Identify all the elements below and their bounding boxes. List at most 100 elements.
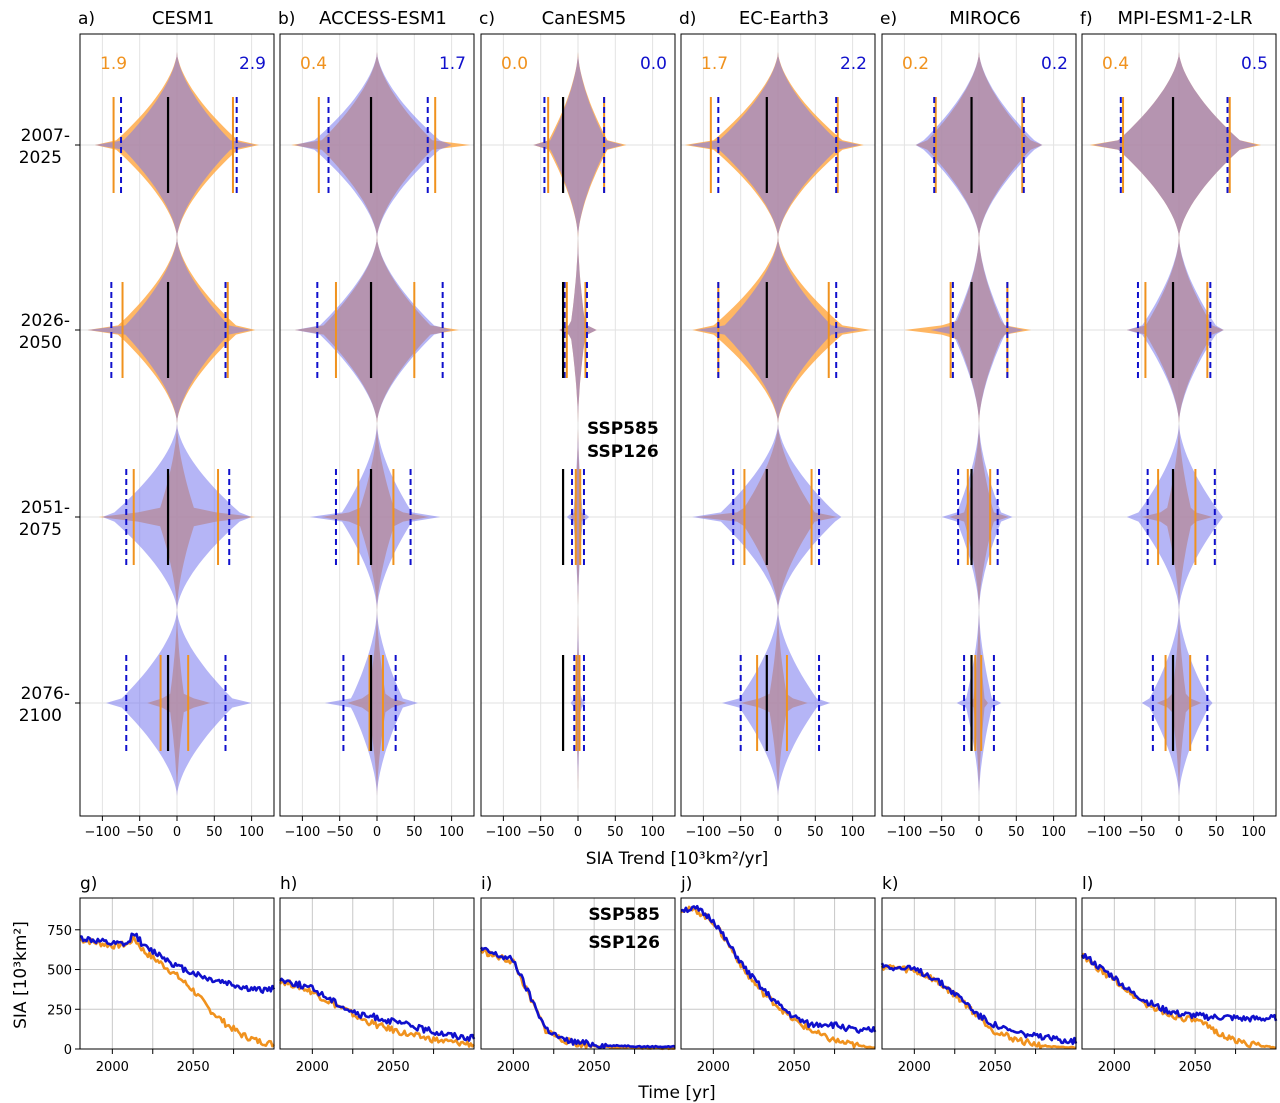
violin-panel-1: −100 −50 0 50 100 b) ACCESS-ESM1 0.4 1.7 <box>278 8 475 840</box>
period-label: 2007- <box>21 126 70 146</box>
legend-ssp585: SSP585 <box>587 419 659 439</box>
ssp585-value: 0.4 <box>1102 54 1129 74</box>
x-tick-label: 0 <box>574 825 582 840</box>
violin-ssp126 <box>941 424 1013 610</box>
line-ssp585 <box>1080 952 1277 1050</box>
x-tick-label: 100 <box>640 825 665 840</box>
panel-label: l) <box>1082 874 1093 894</box>
ssp126-value: 1.7 <box>439 54 466 74</box>
x-tick-label: 2000 <box>898 1060 931 1075</box>
x-tick-label: −50 <box>126 825 153 840</box>
x-tick-label: −100 <box>85 825 121 840</box>
legend-bottom-ssp126: SSP126 <box>588 933 660 953</box>
panel-title: CanESM5 <box>542 8 627 29</box>
x-tick-label: −50 <box>1128 825 1155 840</box>
legend-ssp126: SSP126 <box>587 442 659 462</box>
line-ssp126 <box>278 977 476 1042</box>
x-tick-label: 50 <box>1008 825 1025 840</box>
timeseries-panels: 2000 2050 0 250 500 750 g) 2000 2050 h) 2000 2050 i)… <box>47 874 1278 1075</box>
violin-ssp126 <box>956 610 1002 796</box>
timeseries-panel-2: 2000 2050 i) <box>479 874 676 1075</box>
x-tick-label: 2000 <box>96 1060 129 1075</box>
violin-ssp126 <box>533 52 623 238</box>
ssp126-value: 0.5 <box>1241 54 1268 74</box>
ssp126-value: 2.9 <box>239 54 266 74</box>
x-tick-label: 2050 <box>177 1060 210 1075</box>
y-tick-label: 500 <box>47 964 72 979</box>
violin-panel-5: −100 −50 0 50 100 f) MPI-ESM1-2-LR 0.4 0.5 <box>1080 8 1277 840</box>
violin-ssp126 <box>688 52 861 238</box>
violin-ssp126 <box>915 52 1043 238</box>
period-label: 2026- <box>21 311 70 331</box>
panel-label: a) <box>78 9 95 29</box>
panel-label: e) <box>880 9 897 29</box>
ssp585-value: 1.9 <box>100 54 127 74</box>
panel-frame <box>1081 897 1277 1050</box>
panel-label: i) <box>481 874 492 894</box>
legend-top: SSP585 SSP126 <box>587 419 659 462</box>
timeseries-panel-0: 2000 2050 0 250 500 750 g) <box>47 874 276 1075</box>
violin-panel-0: −100 −50 0 50 100 a) CESM1 1.9 2.9 <box>75 8 275 840</box>
violin-panels: −100 −50 0 50 100 a) CESM1 1.9 2.9 −100 −50 0 50 100 b… <box>19 8 1277 840</box>
x-tick-label: 2050 <box>778 1060 811 1075</box>
x-tick-label: 100 <box>1241 825 1266 840</box>
violin-panel-4: −100 −50 0 50 100 e) MIROC6 0.2 0.2 <box>880 8 1077 840</box>
violin-ssp126 <box>94 52 256 238</box>
x-tick-label: 2050 <box>1179 1060 1212 1075</box>
y-tick-label: 250 <box>47 1003 72 1018</box>
x-tick-label: 0 <box>975 825 983 840</box>
violin-ssp126 <box>102 424 252 610</box>
x-tick-label: 2050 <box>578 1060 611 1075</box>
panel-label: h) <box>280 874 297 894</box>
figure-labels: SIA Trend [10³km²/yr] Time [yr] SIA [10³… <box>11 419 768 1103</box>
x-tick-label: −100 <box>486 825 522 840</box>
panel-label: d) <box>679 9 696 29</box>
x-tick-label: −50 <box>326 825 353 840</box>
x-tick-label: 50 <box>807 825 824 840</box>
x-tick-label: 0 <box>774 825 782 840</box>
panel-label: c) <box>479 9 495 29</box>
panel-label: g) <box>80 874 97 894</box>
violin-ssp126 <box>930 237 1024 423</box>
line-ssp126 <box>880 962 1078 1046</box>
violin-ssp126 <box>1093 52 1258 238</box>
y-tick-label: 0 <box>64 1043 72 1058</box>
violin-ssp126 <box>1141 610 1213 796</box>
panel-frame <box>680 897 876 1050</box>
violin-panel-3: −100 −50 0 50 100 d) EC-Earth3 1.7 2.2 <box>679 8 876 840</box>
bottom-x-axis-label: Time [yr] <box>637 1083 715 1103</box>
panel-title: MPI-ESM1-2-LR <box>1118 8 1253 29</box>
violin-ssp126 <box>294 237 452 423</box>
x-tick-label: 0 <box>173 825 181 840</box>
ssp585-value: 1.7 <box>701 54 728 74</box>
ssp126-value: 2.2 <box>840 54 867 74</box>
violin-ssp126 <box>106 610 252 796</box>
line-ssp585 <box>680 905 875 1049</box>
violin-ssp126 <box>309 424 441 610</box>
panel-label: k) <box>882 874 898 894</box>
x-tick-label: 0 <box>1175 825 1183 840</box>
panel-frame <box>279 897 475 1050</box>
violin-ssp126 <box>722 610 831 796</box>
ssp585-value: 0.0 <box>501 54 528 74</box>
x-tick-label: 100 <box>840 825 865 840</box>
x-tick-label: 100 <box>1041 825 1066 840</box>
panel-title: EC-Earth3 <box>739 8 829 29</box>
legend-bottom: SSP585 SSP126 <box>588 905 660 953</box>
timeseries-panel-1: 2000 2050 h) <box>278 874 476 1075</box>
top-x-axis-label: SIA Trend [10³km²/yr] <box>586 849 768 869</box>
violin-ssp126 <box>1126 424 1223 610</box>
timeseries-panel-3: 2000 2050 j) <box>680 874 877 1075</box>
period-label: 2076- <box>21 684 70 704</box>
panel-title: ACCESS-ESM1 <box>319 8 447 29</box>
line-ssp126 <box>479 946 676 1050</box>
x-tick-label: 2000 <box>296 1060 329 1075</box>
violin-panel-2: −100 −50 0 50 100 c) CanESM5 0.0 0.0 <box>479 8 676 840</box>
line-ssp126 <box>80 932 276 994</box>
panel-frame <box>480 897 676 1050</box>
panel-title: MIROC6 <box>949 8 1021 29</box>
line-ssp585 <box>278 979 475 1048</box>
x-tick-label: −100 <box>686 825 722 840</box>
x-tick-label: 2000 <box>1098 1060 1131 1075</box>
